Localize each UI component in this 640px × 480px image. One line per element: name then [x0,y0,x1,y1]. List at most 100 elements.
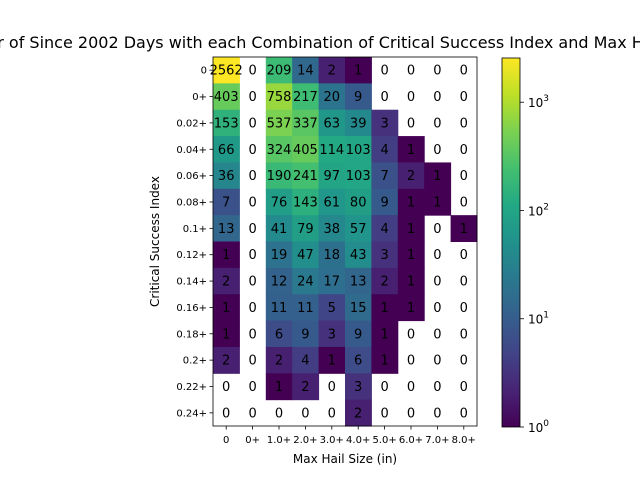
cell-value-label: 0 [433,380,441,395]
x-axis-label: Max Hail Size (in) [293,452,397,466]
heatmap-cell [345,215,372,243]
cell-value-label: 80 [350,195,367,210]
heatmap-cell [345,373,372,401]
cell-value-label: 0 [275,406,283,421]
cell-value-label: 13 [350,275,367,290]
heatmap-cell [213,83,240,111]
colorbar-tick-label: 101 [528,311,549,327]
cell-value-label: 0 [433,222,441,237]
cell-value-label: 0 [380,380,388,395]
cell-value-label: 11 [297,301,314,316]
heatmap-cell [213,215,240,243]
cell-value-label: 5 [328,301,336,316]
cell-value-label: 0 [460,116,468,131]
y-tick-label: 0.04+ [176,145,207,156]
heatmap-cell [213,162,240,190]
cell-value-label: 11 [271,301,288,316]
cell-value-label: 9 [354,327,362,342]
heatmap-cell [397,294,425,322]
heatmap-cell [213,136,240,163]
cell-value-label: 0 [433,64,441,79]
cell-value-label: 0 [460,169,468,184]
cell-value-label: 57 [350,222,367,237]
colorbar-tick-label: 103 [528,94,549,110]
cell-value-label: 153 [214,116,239,131]
heatmap-cell [318,109,346,137]
y-tick-label: 0.12+ [176,250,207,261]
cell-value-label: 217 [293,90,318,105]
heatmap-cell [371,109,399,137]
y-tick-label: 0.02+ [176,118,207,129]
cell-value-label: 1 [222,327,230,342]
y-tick-label: 0.24+ [176,408,207,419]
cell-value-label: 0 [248,169,256,184]
heatmap-cell [213,109,240,137]
heatmap-cell [265,83,293,111]
heatmap-cell [265,267,293,295]
cell-value-label: 0 [248,406,256,421]
cell-value-label: 0 [433,90,441,105]
cell-value-label: 0 [248,327,256,342]
cell-value-label: 9 [380,195,388,210]
heatmap-cell [345,320,372,348]
heatmap-cell [397,136,425,163]
cell-value-label: 0 [460,195,468,210]
cell-value-label: 1 [222,301,230,316]
x-tick-label: 7.0+ [425,435,449,446]
x-tick-label: 5.0+ [372,435,396,446]
cell-value-label: 209 [267,64,292,79]
cell-value-label: 6 [275,327,283,342]
heatmap-cell [213,320,240,348]
cell-value-label: 0 [222,406,230,421]
heatmap-cell [213,346,240,374]
cell-value-label: 0 [460,301,468,316]
heatmap-cell [424,188,452,216]
cell-value-label: 0 [460,406,468,421]
cell-value-label: 76 [271,195,288,210]
cell-value-label: 3 [354,380,362,395]
cell-value-label: 18 [324,248,341,263]
cell-value-label: 17 [324,275,341,290]
heatmap-cell [345,188,372,216]
heatmap-cell [345,162,372,190]
cell-value-label: 0 [248,116,256,131]
heatmap-cell [345,241,372,269]
cell-value-label: 1 [275,380,283,395]
heatmap-cell [318,294,346,322]
cell-value-label: 7 [380,169,388,184]
heatmap-cell [371,320,399,348]
x-tick-label: 2.0+ [293,435,317,446]
cell-value-label: 0 [433,275,441,290]
cell-value-label: 43 [350,248,367,263]
cell-value-label: 0 [407,327,415,342]
cell-value-label: 2 [222,275,230,290]
cell-value-label: 15 [350,301,367,316]
cell-value-label: 1 [380,327,388,342]
cell-value-label: 0 [433,327,441,342]
cell-value-label: 3 [328,327,336,342]
cell-value-label: 0 [380,64,388,79]
cell-value-label: 38 [324,222,341,237]
cell-value-label: 0 [433,143,441,158]
cell-value-label: 0 [433,406,441,421]
cell-value-label: 20 [324,90,341,105]
cell-value-label: 41 [271,222,288,237]
cell-value-label: 1 [407,195,415,210]
heatmap-cell [345,109,372,137]
y-tick-label: 0.16+ [176,303,207,314]
cell-value-label: 97 [324,169,341,184]
cell-value-label: 2 [275,354,283,369]
cell-value-label: 0 [460,248,468,263]
plot-frame [212,56,478,427]
y-tick-label: 0.08+ [176,197,207,208]
heatmap-cell [397,188,425,216]
cell-value-label: 0 [248,195,256,210]
heatmap-cell [450,215,478,243]
x-axis-ticks: 0 0+ 1.0+ 2.0+ 3.0+ 4.0+ 5.0+ 6.0+ 7.0+ 8.0+ [223,426,476,446]
cell-value-label: 3 [380,116,388,131]
cell-value-label: 36 [218,169,235,184]
heatmap-cell [292,267,320,295]
heatmap-cell [292,57,320,84]
cell-value-label: 19 [271,248,288,263]
